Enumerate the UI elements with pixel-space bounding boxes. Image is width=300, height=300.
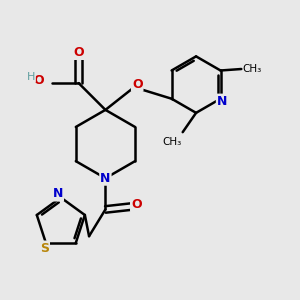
Text: O: O [34,74,44,87]
Text: N: N [100,172,111,185]
Text: S: S [40,242,49,254]
Text: O: O [74,46,84,59]
Text: CH₃: CH₃ [243,64,262,74]
Text: N: N [53,188,63,200]
Text: O: O [131,198,142,211]
Text: H: H [27,72,35,82]
Text: CH₃: CH₃ [162,136,181,147]
Text: N: N [217,94,227,108]
Text: O: O [132,77,142,91]
